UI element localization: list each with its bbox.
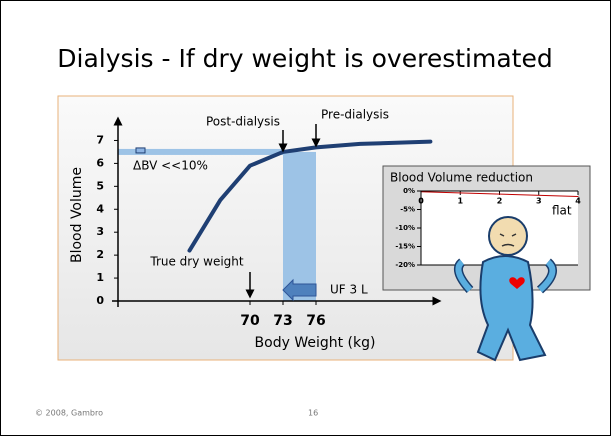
data-line: [420, 191, 579, 198]
heart: [509, 277, 525, 289]
y-tick-label: -10%: [395, 224, 415, 232]
y-tick-label: 7: [96, 133, 104, 146]
y-tick-label: 2: [96, 248, 104, 261]
slide-title: Dialysis - If dry weight is overestimate…: [57, 44, 552, 73]
copyright: © 2008, Gambro: [35, 409, 103, 418]
head: [488, 216, 528, 256]
inset-title: Blood Volume reduction: [390, 171, 533, 185]
x-tick-label: 70: [240, 313, 260, 329]
uf-band: [283, 151, 316, 301]
y-tick-label: 6: [96, 156, 104, 169]
annotation: Pre-dialysis: [321, 108, 389, 122]
uf-arrow: [282, 278, 317, 302]
x-tick-label: 3: [536, 197, 542, 206]
y-tick-label: -5%: [400, 206, 415, 214]
annotation: Post-dialysis: [206, 115, 280, 129]
annotation: True dry weight: [149, 255, 244, 269]
x-tick-label: 1: [457, 197, 463, 206]
y-tick-label: 3: [96, 225, 104, 238]
y-tick-label: 1: [96, 271, 104, 284]
y-tick-label: 4: [96, 202, 104, 215]
face: [499, 233, 517, 247]
y-tick-label: 0: [96, 294, 104, 307]
y-tick-label: 0%: [403, 187, 415, 195]
annotation: ΔBV <<10%: [133, 159, 208, 173]
annotation: flat: [552, 204, 572, 218]
dbv-marker: [135, 147, 146, 154]
x-tick-label: 76: [306, 313, 325, 329]
y-tick-label: -15%: [395, 243, 415, 251]
y-tick-label: 5: [96, 179, 104, 192]
dbv-band: [118, 148, 283, 155]
x-tick-label: 4: [575, 197, 581, 206]
x-tick-label: 73: [273, 313, 292, 329]
cartoon-patient: [453, 216, 557, 362]
y-tick-label: -20%: [395, 261, 415, 269]
y-axis-label: Blood Volume: [69, 167, 85, 263]
page-number: 16: [308, 409, 318, 418]
x-axis-label: Body Weight (kg): [255, 335, 376, 351]
annotation: UF 3 L: [330, 283, 368, 297]
arms: [455, 259, 556, 293]
body: [476, 255, 547, 362]
x-tick-label: 2: [497, 197, 503, 206]
